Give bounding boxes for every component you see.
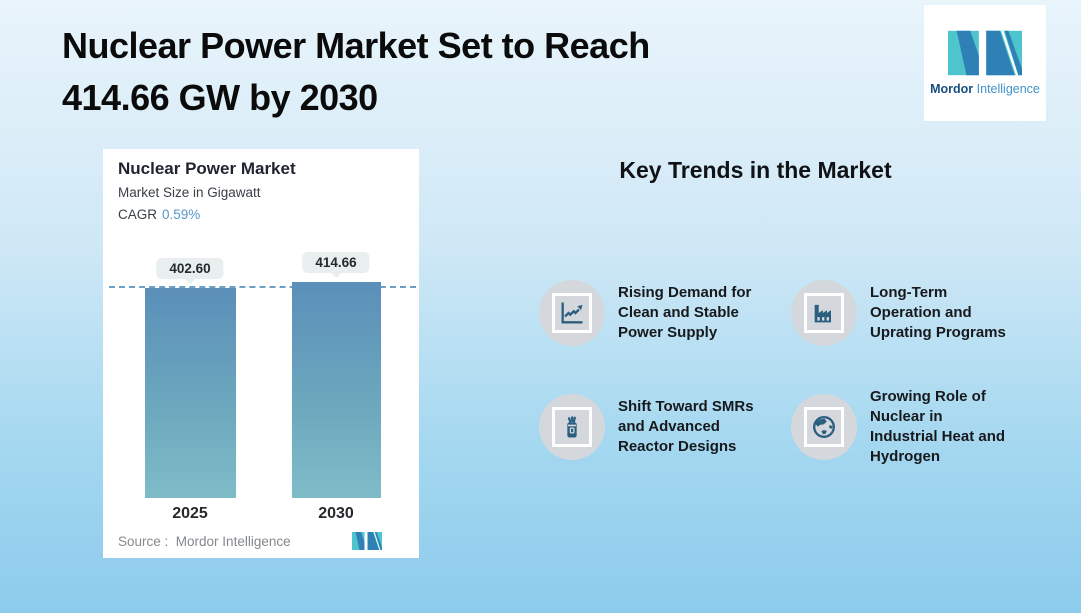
trend-text: Growing Role of Nuclear in Industrial He…	[870, 388, 1006, 465]
cagr-value: 0.59%	[162, 207, 201, 222]
source-line: Source : Mordor Intelligence	[118, 534, 291, 549]
mordor-intelligence-logo-icon	[948, 30, 1022, 76]
page-title: Nuclear Power Market Set to Reach 414.66…	[62, 25, 650, 119]
bar-2030	[292, 282, 381, 498]
trend-icon-circle	[539, 394, 605, 460]
brand-name-light: Intelligence	[976, 82, 1040, 96]
line-chart-icon	[552, 293, 592, 333]
value-label-2025: 402.60	[156, 258, 224, 279]
trend-item-industrial-heat-hydrogen: Growing Role of Nuclear in Industrial He…	[791, 387, 1045, 467]
trend-item-clean-power: Rising Demand for Clean and Stable Power…	[539, 280, 793, 346]
reference-dashed-line	[109, 286, 416, 288]
bar-2025	[145, 288, 236, 498]
reactor-icon	[552, 407, 592, 447]
trend-text: Long-Term Operation and Uprating Program…	[870, 284, 1006, 341]
globe-icon	[804, 407, 844, 447]
trend-item-smr-designs: Shift Toward SMRs and Advanced Reactor D…	[539, 394, 793, 460]
trend-icon-circle	[791, 280, 857, 346]
market-chart-card: Nuclear Power Market Market Size in Giga…	[103, 149, 419, 558]
trend-text: Rising Demand for Clean and Stable Power…	[618, 284, 752, 341]
chart-cagr: CAGR 0.59%	[118, 207, 200, 222]
brand-name-bold: Mordor	[930, 82, 974, 96]
x-axis-label-2030: 2030	[318, 505, 354, 522]
trend-icon-circle	[539, 280, 605, 346]
chart-title: Nuclear Power Market	[118, 159, 296, 178]
chart-subtitle: Market Size in Gigawatt	[118, 185, 261, 200]
x-axis-label-2025: 2025	[172, 505, 208, 522]
source-value: Mordor Intelligence	[175, 534, 291, 549]
value-label-2030: 414.66	[302, 252, 370, 273]
brand-logo-card: Mordor Intelligence	[924, 5, 1046, 121]
source-label: Source :	[118, 534, 169, 549]
trend-text: Shift Toward SMRs and Advanced Reactor D…	[618, 398, 754, 455]
cagr-label: CAGR	[118, 207, 158, 222]
trend-item-long-term-operation: Long-Term Operation and Uprating Program…	[791, 280, 1045, 346]
brand-name: Mordor Intelligence	[930, 82, 1040, 96]
mini-brand-logo-icon	[352, 532, 382, 550]
trend-icon-circle	[791, 394, 857, 460]
key-trends-heading: Key Trends in the Market	[619, 157, 892, 183]
factory-icon	[804, 293, 844, 333]
